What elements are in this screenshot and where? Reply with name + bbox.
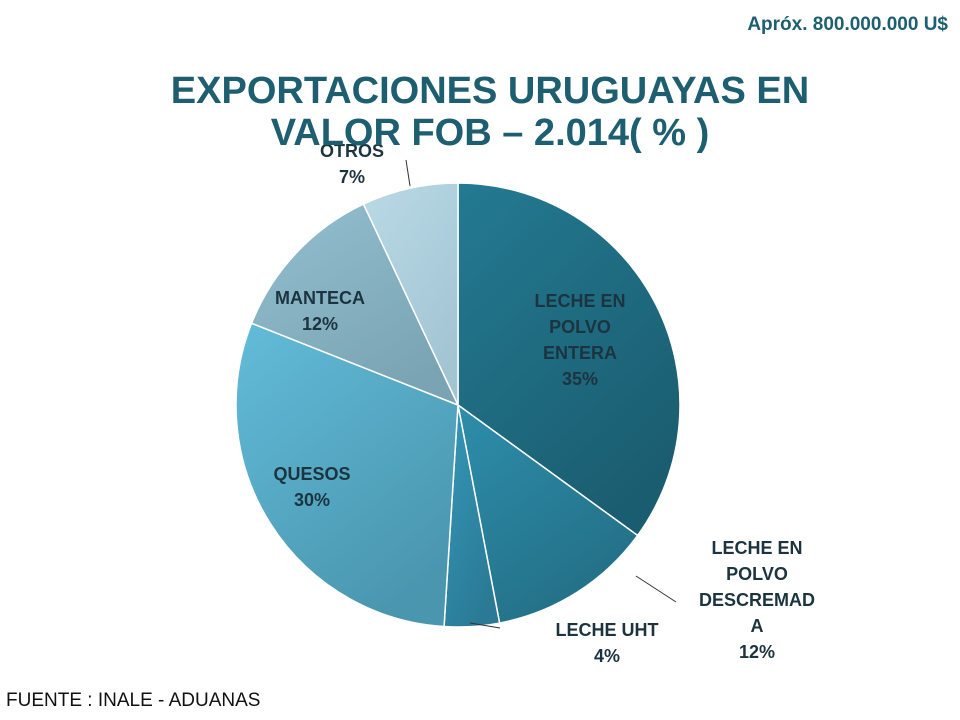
slice-name-label: LECHE EN [534,291,625,311]
slice-name-label: LECHE UHT [556,620,659,640]
slice-value-label: 7% [339,167,365,187]
slice-label: LECHE EN POLVO DESCREMAD A 12% [699,538,815,662]
slice-label: LECHE EN POLVO ENTERA 35% [534,291,625,389]
slice-label: OTROS 7% [320,141,384,187]
value-note: Apróx. 800.000.000 U$ [747,14,948,35]
slice-name-label: QUESOS [273,464,350,484]
leader-line [635,575,677,603]
pie-slice [457,182,681,537]
slice-value-label: 4% [594,646,620,666]
chart-title-line-1: EXPORTACIONES URUGUAYAS EN [170,70,810,112]
slice-name-label: A [751,616,764,636]
pie-slice [250,203,460,407]
slice-name-label: DESCREMAD [699,590,815,610]
leader-line [469,622,501,629]
slice-name-label: POLVO [549,317,611,337]
slice-name-label: OTROS [320,141,384,161]
slice-name-label: POLVO [726,564,788,584]
source-note: FUENTE : INALE - ADUANAS [6,690,261,711]
slice-name-label: ENTERA [543,343,617,363]
pie-slice [362,182,459,406]
chart-title-line-2: VALOR FOB – 2.014( % ) [270,112,710,154]
slice-label: QUESOS 30% [273,464,350,510]
pie-slice [235,322,459,628]
slice-label: LECHE UHT 4% [556,620,659,666]
slice-name-label: LECHE EN [711,538,802,558]
slice-value-label: 12% [302,314,338,334]
slice-value-label: 12% [739,642,775,662]
pie-slice [456,403,639,624]
slice-name-label: MANTECA [275,288,365,308]
slice-label: MANTECA 12% [275,288,365,334]
chart-title: EXPORTACIONES URUGUAYAS EN VALOR FOB – 2… [60,70,920,154]
slice-value-label: 30% [294,490,330,510]
leader-line [405,159,411,187]
slice-value-label: 35% [562,369,598,389]
